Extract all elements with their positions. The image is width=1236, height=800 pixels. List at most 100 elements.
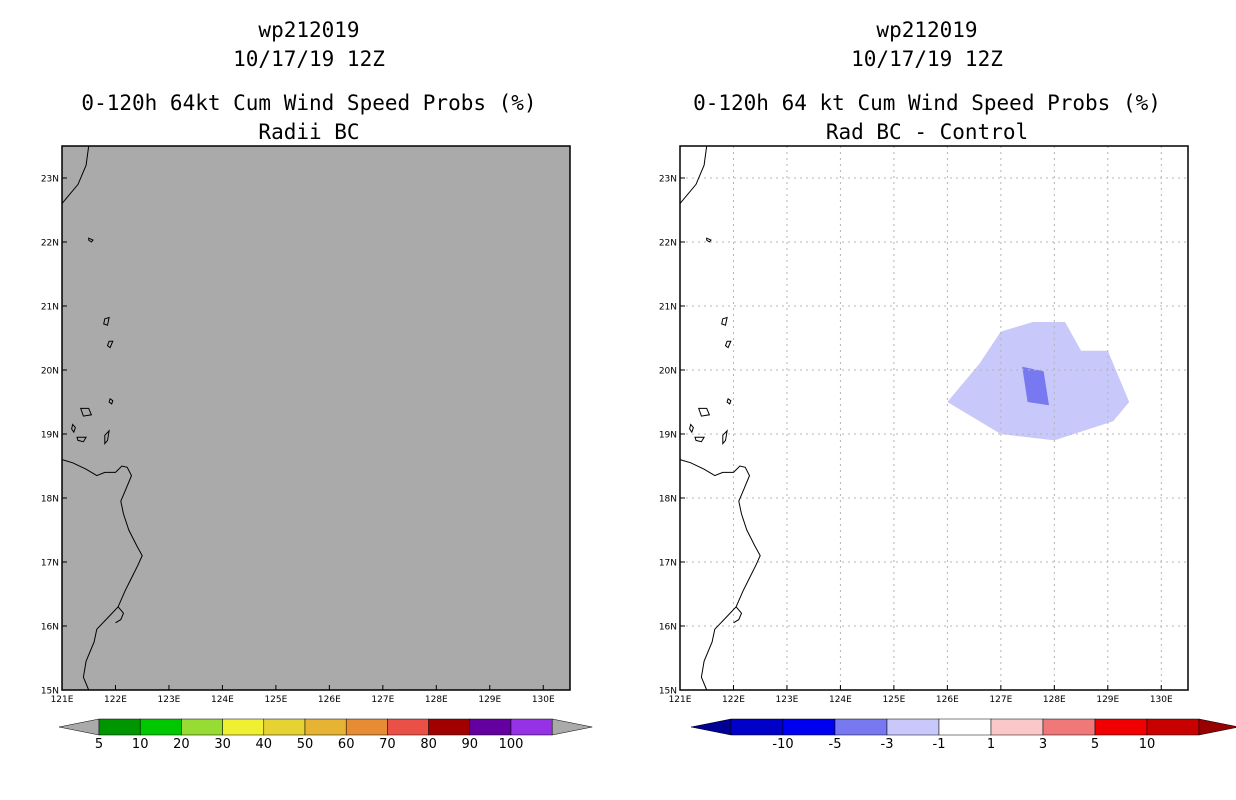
y-tick-label: 19N [41,431,59,441]
y-tick-label: 17N [659,559,677,569]
colorbar-segment [1094,718,1148,736]
coastline [733,606,743,624]
colorbar-label: 30 [214,737,231,752]
colorbar-label: 1 [987,737,995,752]
x-tick-label: 125E [882,695,905,705]
x-tick-label: 124E [211,695,234,705]
colorbar-label: 20 [173,737,190,752]
colorbar-label: 90 [462,737,479,752]
y-tick-label: 15N [659,687,677,697]
x-tick-label: 129E [478,695,501,705]
colorbar-label: 80 [420,737,437,752]
colorbar-label: 10 [1139,737,1156,752]
x-tick-label: 128E [1043,695,1066,705]
coastline [679,145,708,204]
colorbar-segment [428,718,471,736]
product-title: 0-120h 64 kt Cum Wind Speed Probs (%) [693,91,1161,115]
colorbar-under-triangle [690,718,732,736]
colorbar-segment [345,718,388,736]
island-outline [106,340,114,349]
x-tick-label: 125E [264,695,287,705]
island-outline [689,423,694,434]
colorbar-under-triangle [58,718,100,736]
y-tick-label: 23N [659,175,677,185]
x-tick-label: 127E [371,695,394,705]
date-title: 10/17/19 12Z [851,47,1003,71]
product-title: 0-120h 64kt Cum Wind Speed Probs (%) [81,91,537,115]
colorbar-segment [510,718,553,736]
x-tick-label: 130E [1150,695,1173,705]
x-tick-label: 121E [51,695,74,705]
coastline [61,459,143,691]
island-outline [71,423,76,434]
colorbar-segment [886,718,940,736]
colorbar-segment [990,718,1044,736]
x-tick-label: 122E [104,695,127,705]
island-outline [79,407,93,417]
map-plot: 121E 122E 123E 124E 125E 126E 127E 128E 129E 130E… [41,145,593,752]
probability-difference-region [1022,366,1049,406]
colorbar-over-triangle [551,718,593,736]
colorbar-label: 3 [1039,737,1047,752]
colorbar-label: 10 [132,737,149,752]
colorbar-label: -3 [881,737,894,752]
colorbar-segment [782,718,836,736]
colorbar-segment [834,718,888,736]
colorbar-segment [181,718,223,736]
colorbar-segment [263,718,306,736]
coastline [679,459,761,691]
subtitle: Radii BC [258,120,360,144]
x-tick-label: 121E [669,695,692,705]
y-tick-label: 22N [659,239,677,249]
y-tick-label: 22N [41,239,59,249]
colorbar-label: 100 [499,737,524,752]
x-tick-label: 128E [425,695,448,705]
map-plot: 121E 122E 123E 124E 125E 126E 127E 128E 129E 130E… [659,145,1236,752]
colorbar-segment [98,718,141,736]
island-outline [694,436,705,443]
coastline [115,606,125,624]
x-tick-label: 129E [1096,695,1119,705]
y-tick-label: 21N [659,303,677,313]
y-tick-label: 17N [41,559,59,569]
y-tick-label: 20N [659,367,677,377]
colorbar-label: 50 [297,737,314,752]
colorbar-segment [1042,718,1096,736]
island-outline [104,429,110,445]
y-tick-label: 21N [41,303,59,313]
colorbar-segment [304,718,347,736]
colorbar-label: 5 [1091,737,1099,752]
island-outline [722,429,728,445]
plot-frame [61,145,571,691]
y-tick-label: 18N [41,495,59,505]
y-tick-label: 20N [41,367,59,377]
y-tick-label: 15N [41,687,59,697]
x-tick-label: 127E [989,695,1012,705]
colorbar-segment [469,718,512,736]
x-tick-label: 123E [776,695,799,705]
y-tick-label: 23N [41,175,59,185]
storm-id-title: wp212019 [876,18,978,42]
colorbar-segment [730,718,784,736]
x-tick-label: 124E [829,695,852,705]
colorbar-label: 60 [338,737,355,752]
island-outline [88,237,94,243]
island-outline [697,407,711,417]
plot-frame [679,145,1189,691]
island-outline [726,397,732,405]
island-outline [721,316,728,326]
colorbar-label: 5 [95,737,103,752]
y-tick-label: 19N [659,431,677,441]
x-tick-label: 130E [532,695,555,705]
x-tick-label: 126E [318,695,341,705]
colorbar-segment [139,718,182,736]
island-outline [103,316,110,326]
island-outline [108,397,114,405]
y-tick-label: 16N [41,623,59,633]
colorbar-segment [387,718,429,736]
colorbar-segment [1146,718,1200,736]
x-tick-label: 123E [158,695,181,705]
x-tick-label: 122E [722,695,745,705]
island-outline [76,436,87,443]
y-tick-label: 18N [659,495,677,505]
